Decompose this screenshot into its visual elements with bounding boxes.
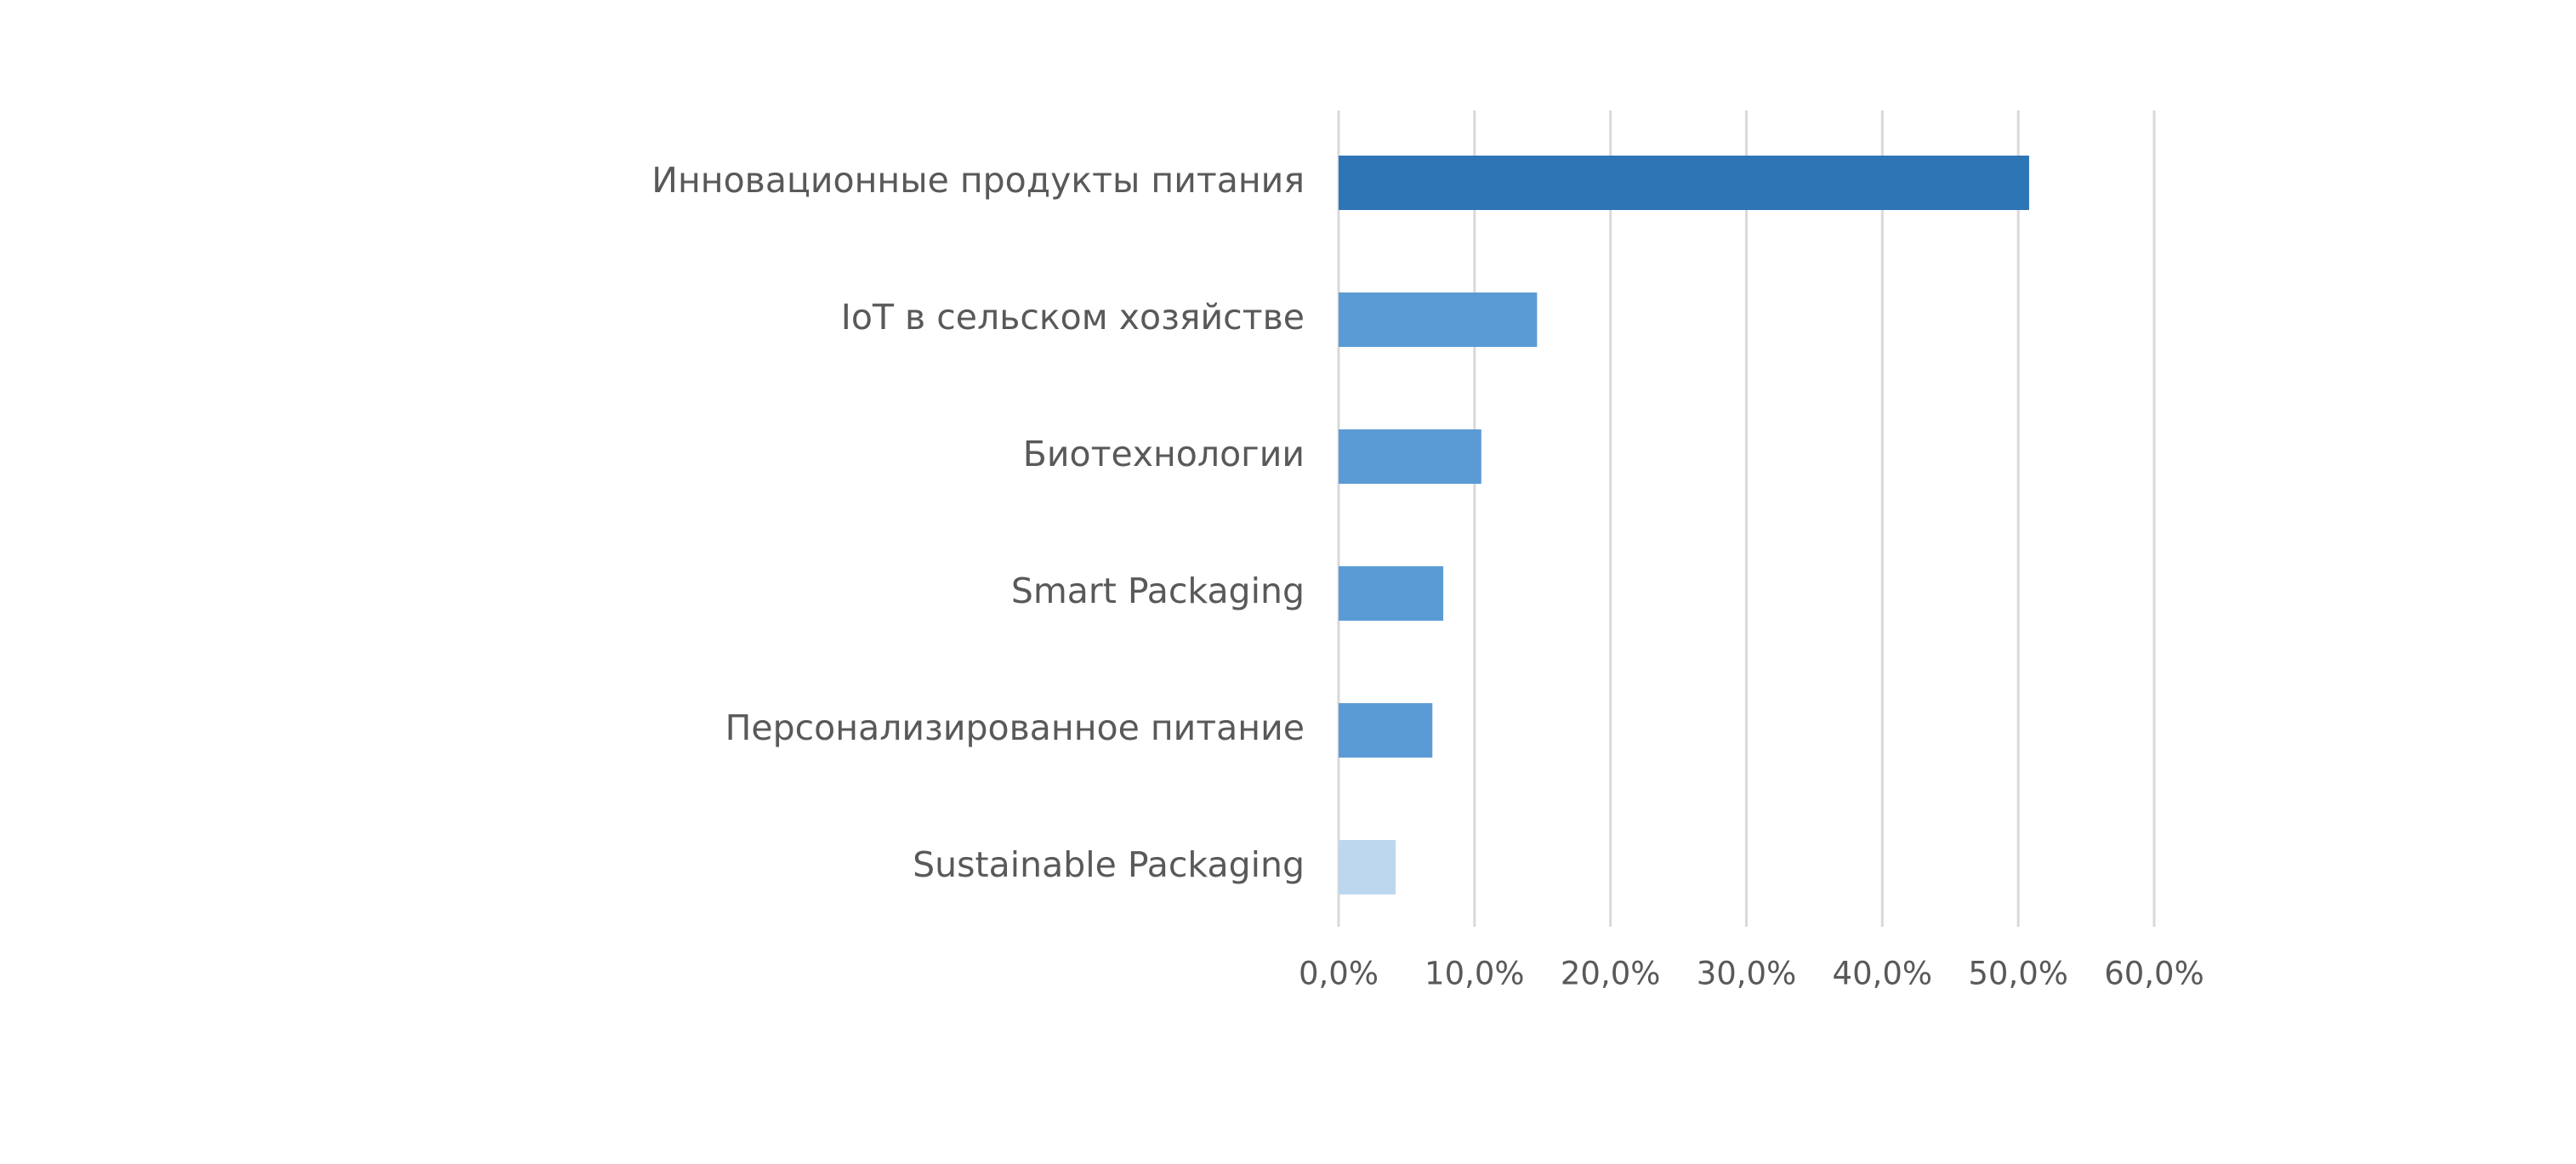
category-labels: Инновационные продукты питания IoT в сель… — [651, 160, 1305, 885]
x-tick-label: 60,0% — [2104, 956, 2204, 992]
x-tick-label: 40,0% — [1833, 956, 1933, 992]
category-label: IoT в сельском хозяйстве — [841, 297, 1305, 338]
x-tick-label: 20,0% — [1561, 956, 1661, 992]
category-label: Персонализированное питание — [725, 707, 1305, 748]
bar — [1339, 292, 1538, 347]
gridlines — [1337, 111, 2156, 927]
category-label: Smart Packaging — [1011, 571, 1305, 611]
x-tick-label: 10,0% — [1424, 956, 1525, 992]
x-tick-label: 30,0% — [1697, 956, 1797, 992]
bars — [1339, 156, 2029, 894]
category-label: Биотехнологии — [1023, 434, 1305, 474]
bar — [1339, 429, 1481, 484]
bar — [1339, 703, 1433, 758]
bar — [1339, 156, 2029, 210]
x-tick-label: 50,0% — [1968, 956, 2068, 992]
bar — [1339, 566, 1444, 621]
x-tick-label: 0,0% — [1299, 956, 1379, 992]
category-label: Sustainable Packaging — [913, 844, 1305, 885]
category-label: Инновационные продукты питания — [651, 160, 1305, 201]
bar — [1339, 840, 1396, 894]
x-axis-tick-labels: 0,0% 10,0% 20,0% 30,0% 40,0% 50,0% 60,0% — [1299, 956, 2204, 992]
